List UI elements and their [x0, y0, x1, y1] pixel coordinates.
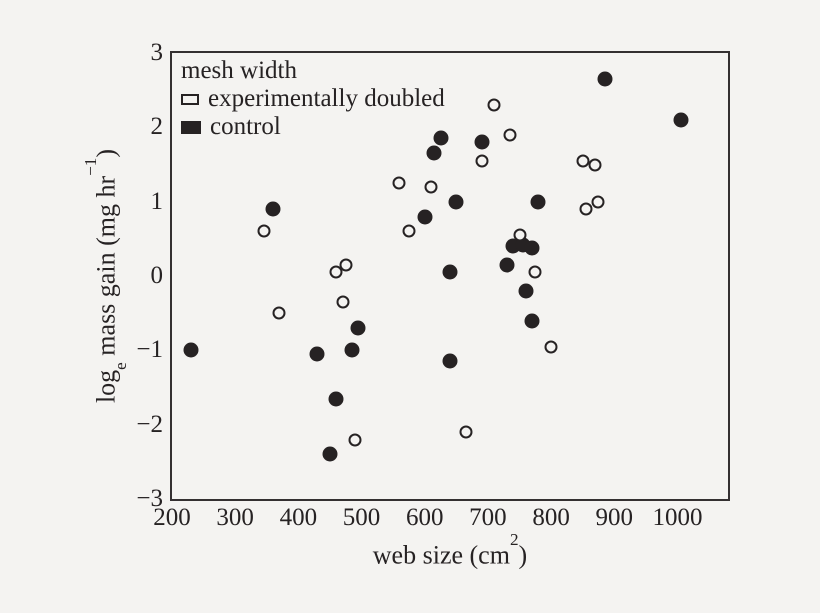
data-point-doubled — [402, 224, 416, 238]
x-axis-label-text: web size (cm — [372, 540, 510, 570]
data-point-doubled — [257, 224, 271, 238]
data-point-control — [448, 194, 464, 210]
data-point-control — [524, 313, 540, 329]
legend-title: mesh width — [181, 57, 297, 84]
data-point-control — [442, 353, 458, 369]
data-point-doubled — [528, 265, 542, 279]
x-tick-label: 800 — [532, 504, 570, 531]
y-axis-label-sub: e — [110, 362, 130, 370]
open-rect-icon — [181, 93, 199, 105]
data-point-control — [183, 342, 199, 358]
x-axis-label-close: ) — [518, 540, 528, 570]
data-point-control — [673, 112, 689, 128]
y-axis-label: loge mass gain (mg hr−1) — [81, 148, 130, 404]
data-point-doubled — [329, 265, 343, 279]
x-tick-label: 600 — [405, 504, 444, 531]
x-tick-label: 500 — [342, 504, 381, 531]
x-axis-label-sup: 2 — [509, 529, 519, 549]
data-point-control — [530, 194, 546, 210]
y-axis-label-pre: log — [91, 369, 121, 404]
y-axis-label-close: ) — [91, 148, 121, 158]
data-point-control — [265, 201, 281, 217]
data-point-control — [442, 264, 458, 280]
legend-item: experimentally doubled — [181, 85, 445, 113]
legend: mesh width experimentally doubled control — [181, 57, 445, 141]
y-tick-label: 3 — [150, 39, 164, 66]
data-point-doubled — [392, 176, 406, 190]
x-tick-label: 1000 — [652, 504, 703, 531]
data-point-control — [597, 71, 613, 87]
data-point-control — [350, 320, 366, 336]
data-point-control — [309, 346, 325, 362]
y-tick-label: 0 — [150, 262, 164, 289]
legend-item-label: control — [210, 113, 281, 140]
x-tick-label: 900 — [595, 504, 634, 531]
y-tick-label: −1 — [136, 336, 163, 364]
data-point-control — [499, 257, 515, 273]
legend-item-label: experimentally doubled — [208, 85, 445, 112]
data-point-doubled — [336, 295, 350, 309]
y-tick-label: 2 — [150, 113, 164, 141]
data-point-doubled — [424, 180, 438, 194]
legend-items: experimentally doubled control — [181, 85, 445, 141]
data-point-doubled — [576, 154, 590, 168]
plot-area: mesh width experimentally doubled control… — [81, 39, 730, 570]
legend-item: control — [181, 113, 445, 141]
data-point-doubled — [513, 228, 526, 242]
data-point-control — [524, 240, 540, 256]
data-point-control — [344, 342, 360, 358]
filled-rect-icon — [181, 120, 201, 134]
y-axis-label-sup: −1 — [80, 157, 100, 176]
data-point-control — [417, 209, 433, 225]
data-point-doubled — [503, 128, 517, 142]
data-point-doubled — [459, 425, 473, 439]
x-axis-label: web size (cm2) — [172, 530, 728, 571]
data-point-doubled — [579, 202, 593, 216]
data-point-control — [474, 134, 490, 150]
data-point-control — [433, 130, 449, 146]
y-axis-label-mid: mass gain (mg hr — [91, 175, 121, 363]
x-tick-label: 300 — [216, 504, 254, 531]
data-point-control — [426, 145, 442, 161]
data-point-doubled — [339, 258, 353, 272]
data-point-control — [518, 283, 534, 299]
data-point-doubled — [272, 306, 286, 320]
y-tick-label: −3 — [136, 485, 163, 512]
data-point-control — [328, 391, 344, 407]
data-point-doubled — [487, 98, 501, 112]
x-tick-label: 700 — [469, 504, 507, 531]
data-point-doubled — [591, 195, 605, 209]
data-point-doubled — [348, 433, 362, 447]
data-point-doubled — [544, 340, 558, 354]
y-tick-label: −2 — [136, 410, 163, 438]
data-point-control — [322, 446, 338, 462]
x-tick-label: 400 — [279, 504, 318, 531]
data-point-doubled — [588, 158, 602, 171]
data-point-doubled — [475, 154, 489, 168]
y-tick-label: 1 — [150, 187, 164, 215]
x-tick-label: 200 — [153, 504, 191, 531]
